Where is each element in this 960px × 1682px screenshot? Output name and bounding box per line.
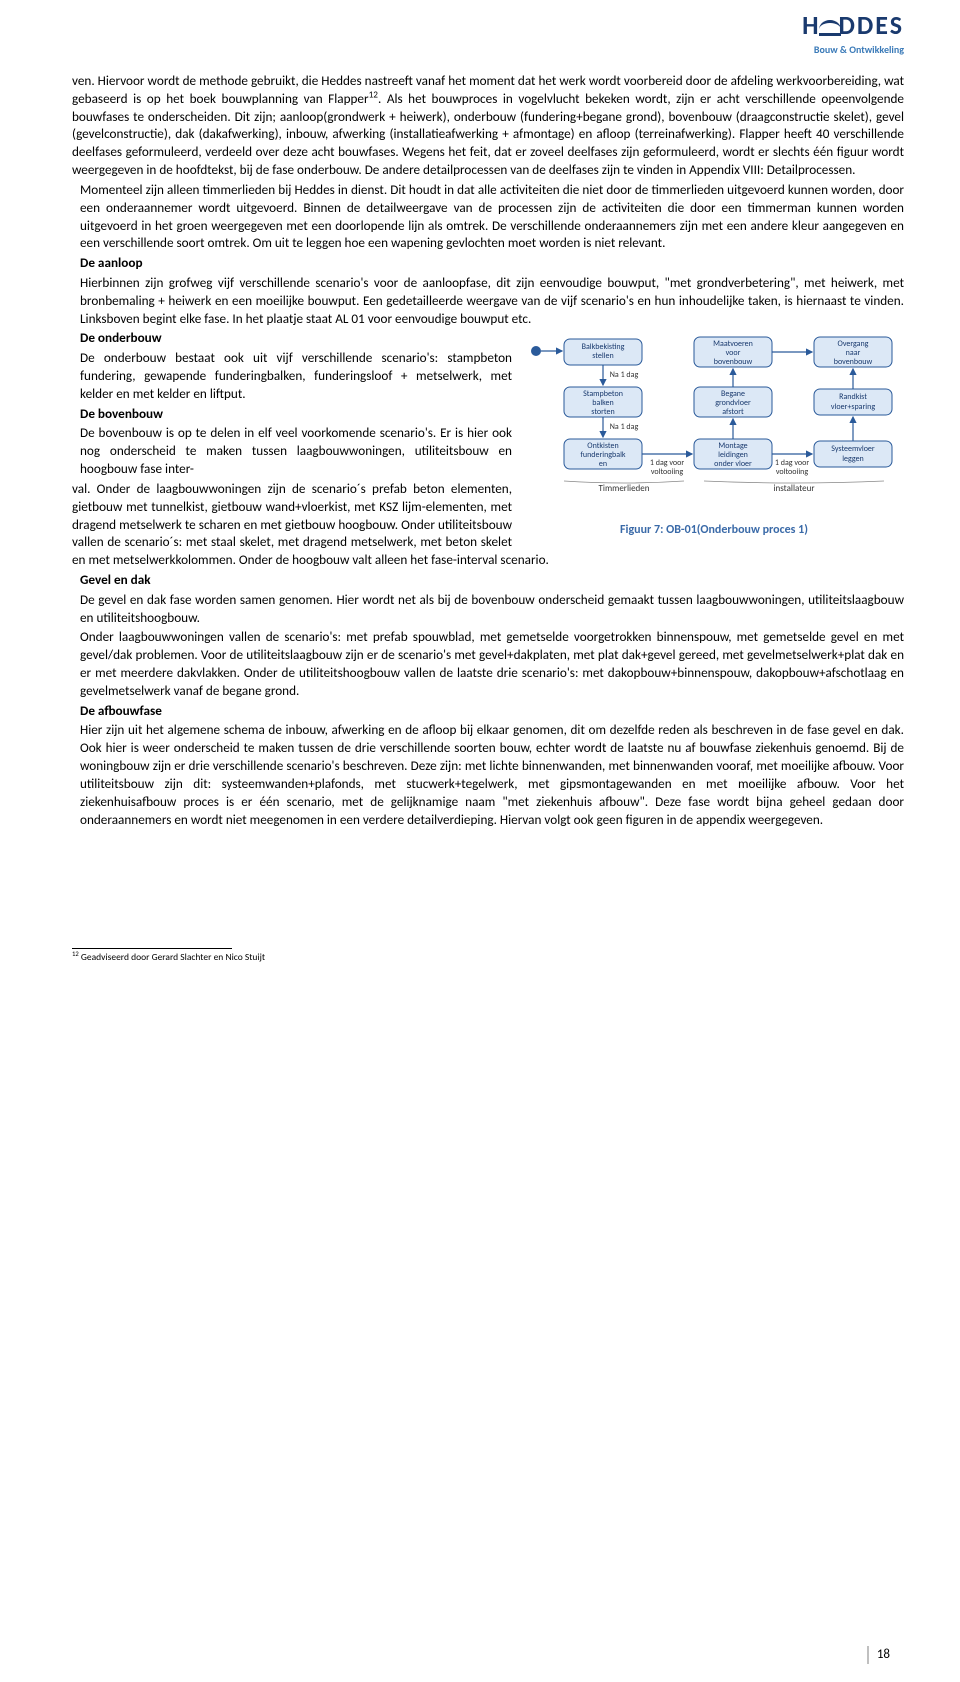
figure-caption: Figuur 7: OB-01(Onderbouw proces 1) bbox=[524, 522, 904, 538]
svg-text:Na 1 dag: Na 1 dag bbox=[610, 422, 639, 432]
paragraph-intro: ven. Hiervoor wordt de methode gebruikt,… bbox=[72, 72, 904, 179]
svg-text:leggen: leggen bbox=[842, 454, 864, 464]
paragraph-timmerlieden: Momenteel zijn alleen timmerlieden bij H… bbox=[72, 181, 904, 252]
logo-text: HDDES bbox=[802, 8, 904, 43]
paragraph-afbouw: Hier zijn uit het algemene schema de inb… bbox=[72, 721, 904, 828]
footnote-rule bbox=[72, 948, 232, 949]
svg-text:stellen: stellen bbox=[592, 351, 613, 361]
legend-timmerlieden: Timmerlieden bbox=[599, 483, 650, 494]
legend-installateur: installateur bbox=[773, 483, 814, 494]
svg-text:Na 1 dag: Na 1 dag bbox=[610, 370, 639, 380]
brand-logo: HDDES Bouw & Ontwikkeling bbox=[802, 8, 904, 57]
svg-text:afstort: afstort bbox=[722, 407, 744, 417]
footnote-12: 12 Geadviseerd door Gerard Slachter en N… bbox=[72, 951, 904, 964]
paragraph-aanloop: Hierbinnen zijn grofweg vijf verschillen… bbox=[72, 274, 904, 327]
svg-text:en: en bbox=[599, 459, 607, 469]
svg-text:Randkist: Randkist bbox=[839, 392, 867, 402]
svg-text:storten: storten bbox=[591, 407, 614, 417]
svg-text:voltooiing: voltooiing bbox=[776, 467, 809, 477]
svg-text:voltooiing: voltooiing bbox=[651, 467, 684, 477]
paragraph-gevel-1: De gevel en dak fase worden samen genome… bbox=[72, 591, 904, 627]
page-number: 18 bbox=[867, 1646, 890, 1664]
svg-text:bovenbouw: bovenbouw bbox=[834, 357, 873, 367]
svg-text:vloer+sparing: vloer+sparing bbox=[831, 402, 875, 412]
heading-aanloop: De aanloop bbox=[72, 254, 904, 272]
figure-7: Balkbekisting stellen Maatvoeren voor bo… bbox=[524, 333, 904, 538]
logo-tagline: Bouw & Ontwikkeling bbox=[802, 43, 904, 57]
paragraph-gevel-2: Onder laagbouwwoningen vallen de scenari… bbox=[72, 628, 904, 699]
svg-text:onder vloer: onder vloer bbox=[714, 459, 752, 469]
heading-gevel: Gevel en dak bbox=[72, 571, 904, 589]
diagram-svg: Balkbekisting stellen Maatvoeren voor bo… bbox=[524, 333, 904, 513]
start-node bbox=[531, 346, 541, 356]
document-body: ven. Hiervoor wordt de methode gebruikt,… bbox=[72, 72, 904, 964]
heading-afbouw: De afbouwfase bbox=[72, 702, 904, 720]
footnote-ref: 12 bbox=[369, 89, 378, 100]
svg-text:bovenbouw: bovenbouw bbox=[714, 357, 753, 367]
svg-text:Systeemvloer: Systeemvloer bbox=[831, 444, 875, 454]
